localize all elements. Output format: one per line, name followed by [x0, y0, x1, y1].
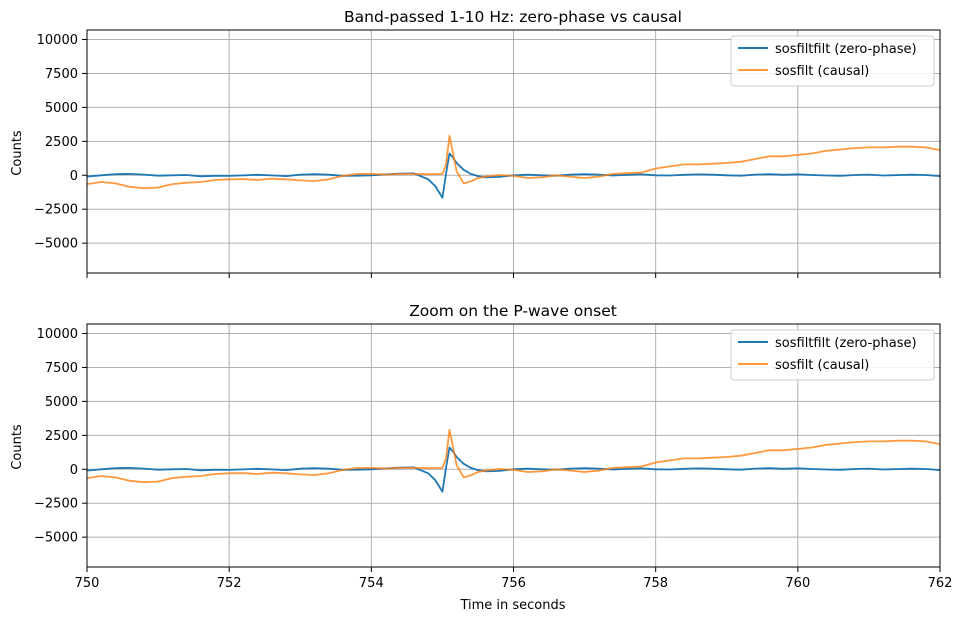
y-tick-label: 2500	[45, 429, 78, 444]
legend-box	[730, 35, 935, 87]
y-tick-label: 0	[70, 169, 78, 184]
chart-title: Band-passed 1-10 Hz: zero-phase vs causa…	[344, 8, 682, 26]
y-tick-label: 10000	[37, 33, 78, 48]
legend-label-zero-phase: sosfiltfilt (zero-phase)	[775, 336, 917, 351]
legend-label-zero-phase: sosfiltfilt (zero-phase)	[775, 42, 917, 57]
y-tick-label: −2500	[34, 497, 78, 512]
series-line-zero-phase	[86, 152, 941, 199]
y-tick-label: 2500	[45, 135, 78, 150]
series-line-causal	[86, 428, 941, 484]
y-tick-label: 0	[70, 463, 78, 478]
chart-panel-bottom: Zoom on the P-wave onset Counts Time in …	[10, 302, 952, 613]
chart-title: Zoom on the P-wave onset	[409, 302, 617, 320]
x-tick-label: 750	[75, 576, 100, 591]
y-tick-label: 7500	[45, 67, 78, 82]
y-tick-label: 7500	[45, 361, 78, 376]
x-tick-label: 762	[928, 576, 953, 591]
legend-box	[730, 329, 935, 381]
axis-ticks: −5000 −2500 0 2500 5000 7500 10000	[34, 33, 941, 278]
y-axis-label: Counts	[10, 130, 25, 176]
x-tick-label: 758	[643, 576, 668, 591]
legend-label-causal: sosfilt (causal)	[775, 64, 869, 79]
legend-label-causal: sosfilt (causal)	[775, 358, 869, 373]
y-tick-label: −5000	[34, 531, 78, 546]
x-axis-label: Time in seconds	[459, 598, 565, 613]
x-tick-label: 760	[785, 576, 810, 591]
series-line-causal	[86, 134, 941, 190]
chart-panel-top: Band-passed 1-10 Hz: zero-phase vs causa…	[10, 8, 941, 278]
x-tick-label: 752	[217, 576, 242, 591]
legend: sosfiltfilt (zero-phase) sosfilt (causal…	[730, 329, 935, 381]
y-tick-label: 10000	[37, 327, 78, 342]
x-tick-label: 756	[501, 576, 526, 591]
legend: sosfiltfilt (zero-phase) sosfilt (causal…	[730, 35, 935, 87]
axis-ticks: 750 752 754 756 758 760 762 −5000 −2500 0 2500 5000…	[34, 327, 952, 591]
y-tick-label: 5000	[45, 395, 78, 410]
series-lines	[86, 428, 941, 493]
y-tick-label: 5000	[45, 101, 78, 116]
y-axis-label: Counts	[10, 424, 25, 470]
y-tick-label: −5000	[34, 237, 78, 252]
series-lines	[86, 134, 941, 199]
x-tick-label: 754	[359, 576, 384, 591]
series-line-zero-phase	[86, 446, 941, 493]
y-tick-label: −2500	[34, 203, 78, 218]
